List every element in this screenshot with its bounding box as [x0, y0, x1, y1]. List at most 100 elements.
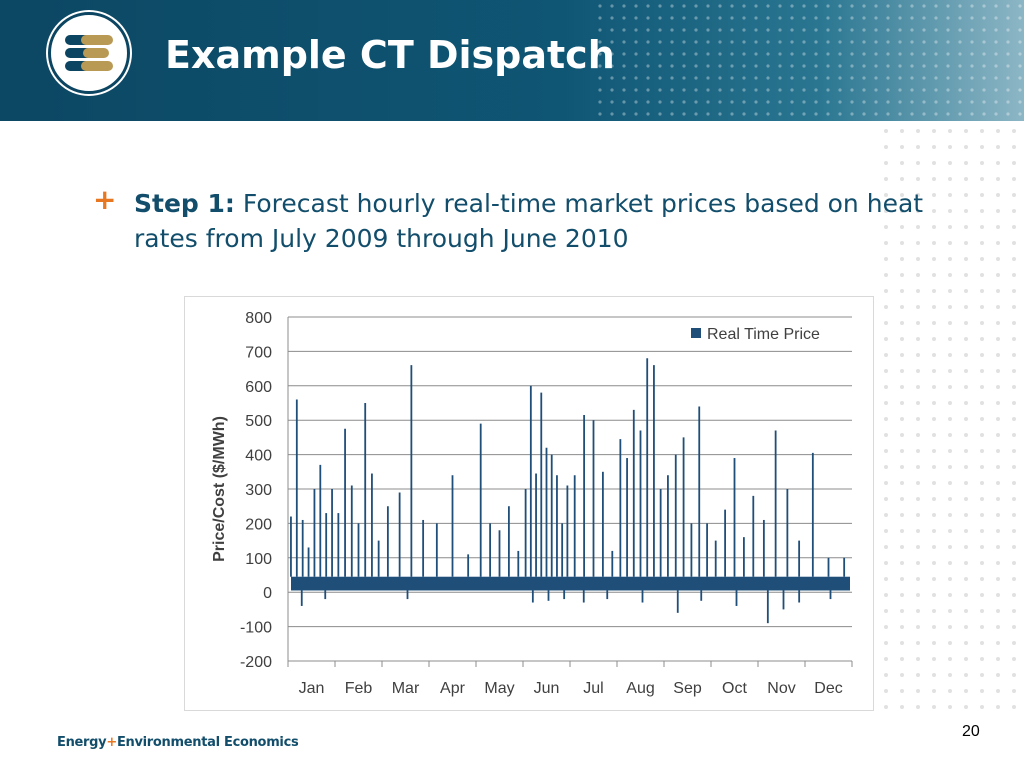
side-dot: [948, 177, 952, 181]
header-dot: [694, 88, 698, 92]
side-dot: [980, 561, 984, 565]
x-tick-label: Jan: [299, 680, 325, 697]
side-dot: [916, 257, 920, 261]
side-dot: [948, 625, 952, 629]
header-dot: [718, 76, 722, 80]
header-dot: [910, 76, 914, 80]
header-dot: [946, 4, 950, 8]
side-dot: [900, 481, 904, 485]
header-dot: [982, 64, 986, 68]
header-dot: [910, 52, 914, 56]
header-dot: [982, 40, 986, 44]
header-dot: [754, 88, 758, 92]
header-dot: [886, 40, 890, 44]
x-tick-label: Sep: [673, 680, 702, 697]
side-dot: [884, 433, 888, 437]
header-dot: [610, 112, 614, 116]
header-dot: [934, 76, 938, 80]
side-dot: [964, 625, 968, 629]
header-dot: [862, 16, 866, 20]
header-dot: [598, 112, 602, 116]
side-dot: [980, 161, 984, 165]
header-dot: [730, 112, 734, 116]
side-dot: [996, 177, 1000, 181]
y-tick-label: 600: [245, 379, 272, 396]
side-dot: [964, 689, 968, 693]
header-dot: [970, 28, 974, 32]
header-dot: [922, 112, 926, 116]
header-dot: [1018, 4, 1022, 8]
header-dot: [922, 4, 926, 8]
header-dot: [958, 100, 962, 104]
header-dot: [994, 76, 998, 80]
side-dot: [964, 401, 968, 405]
legend-swatch: [691, 328, 701, 338]
header-dot: [970, 52, 974, 56]
side-dot: [932, 353, 936, 357]
header-dot: [694, 100, 698, 104]
header-dot: [754, 16, 758, 20]
header-dot: [886, 88, 890, 92]
side-dot: [1012, 529, 1016, 533]
header-dot: [826, 76, 830, 80]
side-dot: [980, 577, 984, 581]
price-chart: -200 -100 0 100 200 300 400 500 600 700 800 Jan Feb…: [211, 310, 853, 697]
header-dot: [682, 40, 686, 44]
side-dot: [884, 593, 888, 597]
side-dot: [1012, 433, 1016, 437]
side-dot: [884, 177, 888, 181]
header-dot: [742, 64, 746, 68]
side-dot: [964, 561, 968, 565]
header-dot: [958, 4, 962, 8]
header-dot: [934, 88, 938, 92]
header-dot: [766, 16, 770, 20]
side-dot: [980, 593, 984, 597]
header-dot: [874, 76, 878, 80]
side-dot: [996, 705, 1000, 709]
header-dot: [694, 52, 698, 56]
side-dot: [884, 465, 888, 469]
side-dot: [1012, 609, 1016, 613]
header-dot: [742, 52, 746, 56]
header-dot: [862, 100, 866, 104]
header-dot: [946, 16, 950, 20]
side-dot: [948, 305, 952, 309]
x-tick-label: Feb: [345, 680, 373, 697]
header-dot: [970, 112, 974, 116]
side-dot: [884, 241, 888, 245]
side-dot: [932, 593, 936, 597]
header-dot: [838, 112, 842, 116]
header-dot: [622, 40, 626, 44]
header-dot: [634, 112, 638, 116]
header-dot: [910, 28, 914, 32]
side-dot: [980, 353, 984, 357]
side-dot: [900, 337, 904, 341]
header-dot: [1018, 88, 1022, 92]
header-dot: [802, 64, 806, 68]
side-dot: [900, 513, 904, 517]
header-dot: [742, 76, 746, 80]
header-dot: [646, 28, 650, 32]
header-dot: [718, 52, 722, 56]
header-dot: [682, 4, 686, 8]
header-dot: [670, 4, 674, 8]
header-dot: [622, 112, 626, 116]
side-dot: [932, 273, 936, 277]
header-dot: [634, 52, 638, 56]
side-dot: [980, 465, 984, 469]
side-dot: [916, 145, 920, 149]
header-dot: [754, 64, 758, 68]
header-dot: [874, 64, 878, 68]
side-dot: [964, 449, 968, 453]
side-dot: [948, 257, 952, 261]
header-dot: [1006, 76, 1010, 80]
side-dot: [964, 129, 968, 133]
header-dot: [1006, 40, 1010, 44]
side-dot: [996, 369, 1000, 373]
side-dot: [900, 609, 904, 613]
header-dot: [922, 64, 926, 68]
header-dot: [622, 64, 626, 68]
header-dot: [910, 100, 914, 104]
bullet-plus-icon: +: [93, 183, 117, 216]
header-dot: [610, 64, 614, 68]
